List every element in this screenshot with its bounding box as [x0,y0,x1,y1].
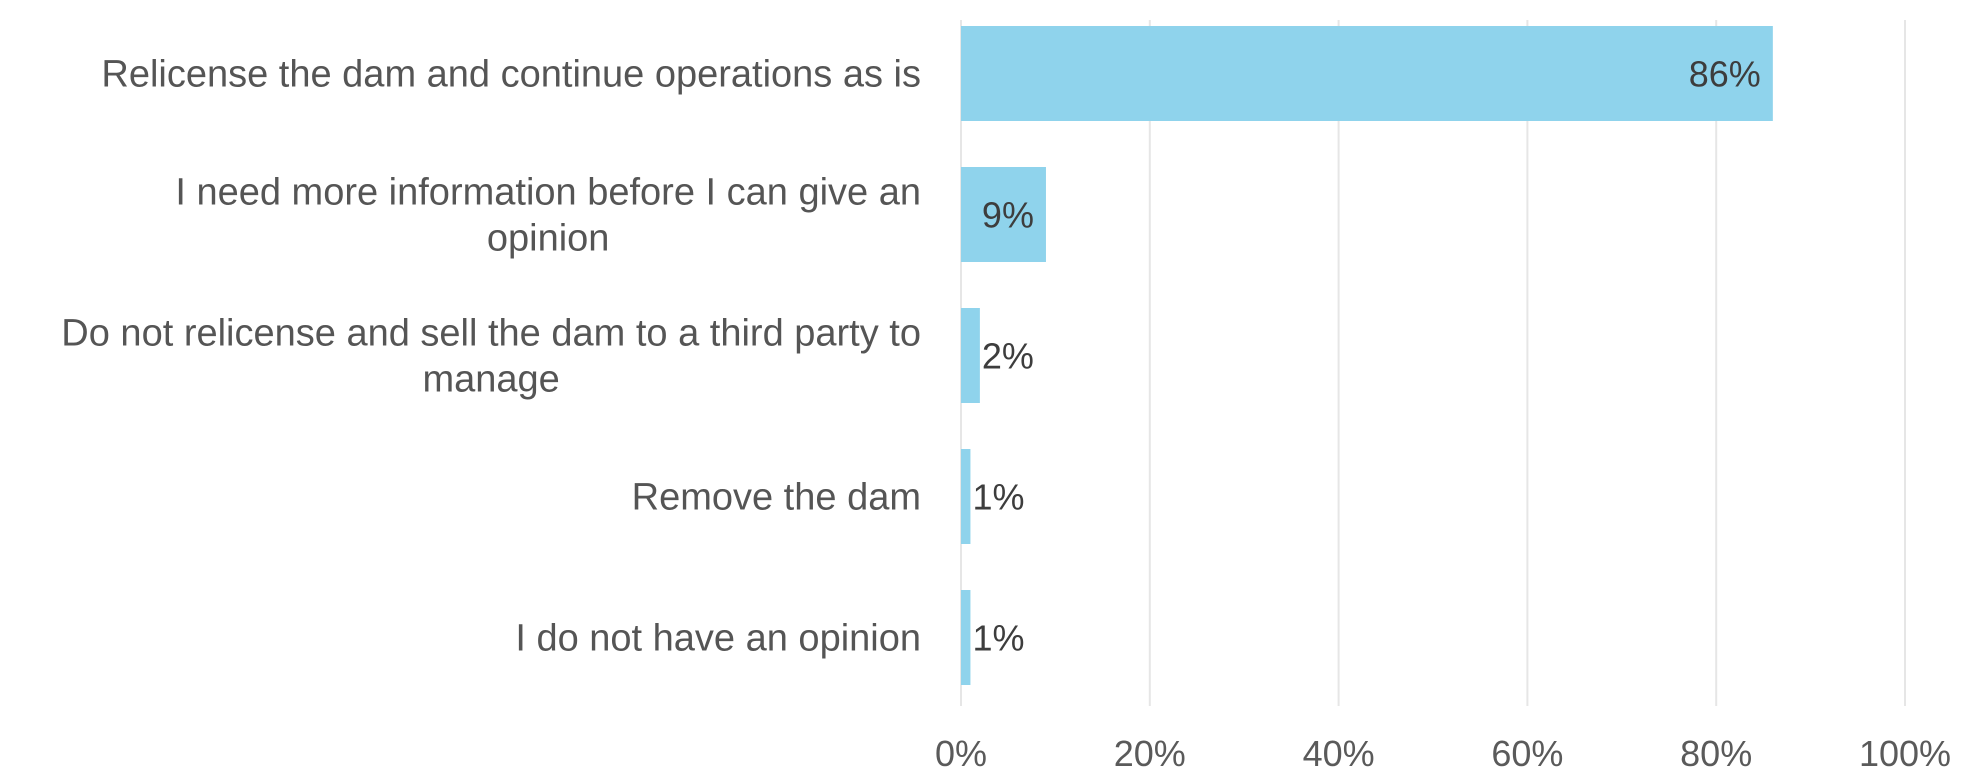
data-label: 9% [982,195,1034,236]
data-label: 1% [972,618,1024,659]
category-label: Do not relicense and sell the dam to a t… [61,313,921,355]
category-label: I need more information before I can giv… [175,172,921,214]
x-tick-label: 40% [1303,733,1375,774]
x-tick-label: 100% [1859,733,1951,774]
bars [961,26,1773,685]
data-label: 86% [1689,54,1761,95]
category-label: Relicense the dam and continue operation… [101,54,921,96]
bar [961,26,1773,121]
bar [961,308,980,403]
category-label: Remove the dam [632,477,921,519]
category-label: manage [422,359,559,401]
bar [961,590,971,685]
x-tick-label: 60% [1491,733,1563,774]
x-tick-label: 0% [935,733,987,774]
x-tick-label: 20% [1114,733,1186,774]
gridlines [960,20,1906,706]
category-label: I do not have an opinion [515,618,921,660]
x-tick-label: 80% [1680,733,1752,774]
bar [961,449,971,544]
data-labels: 86% 9% 2% 1% 1% [972,54,1760,659]
data-label: 1% [972,477,1024,518]
data-label: 2% [982,336,1034,377]
bar [961,167,1046,262]
category-labels: Relicense the dam and continue operation… [61,54,921,660]
category-label: opinion [487,218,610,260]
x-axis-ticks: 0% 20% 40% 60% 80% 100% [935,733,1951,774]
